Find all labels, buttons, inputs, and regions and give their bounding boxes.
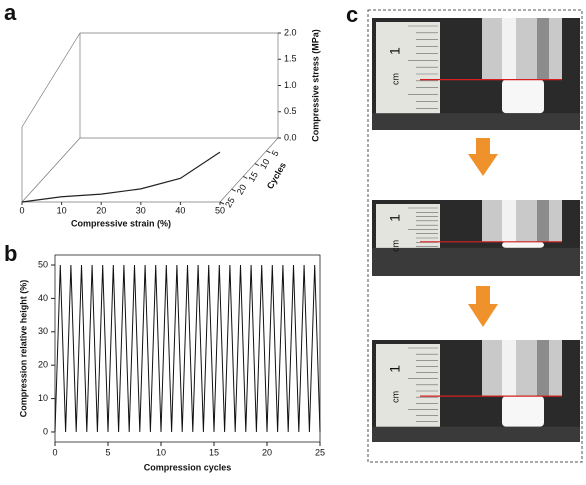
- y-tick-label: 1.5: [284, 54, 297, 64]
- metal-shadow: [537, 200, 549, 242]
- ruler-number: 1: [387, 365, 403, 373]
- x-axis-title: Compression cycles: [144, 462, 232, 472]
- arrow: [468, 138, 498, 176]
- metal-cylinder: [482, 200, 562, 242]
- x-axis-title: Compressive strain (%): [71, 218, 171, 228]
- y-tick-label: 0.5: [284, 106, 297, 116]
- z-tick: [254, 163, 260, 167]
- z-tick: [219, 201, 225, 205]
- x-tick-label: 5: [105, 447, 110, 457]
- sample: [502, 79, 544, 114]
- table: [372, 247, 580, 276]
- plot-frame: [54, 254, 321, 443]
- x-tick-label: 10: [57, 205, 67, 215]
- x-tick-label: 20: [96, 205, 106, 215]
- y-tick-label: 0.0: [284, 132, 297, 142]
- x-tick-label: 0: [19, 205, 24, 215]
- photo: cm 1: [372, 340, 580, 442]
- arrow: [468, 286, 498, 327]
- table: [372, 426, 580, 442]
- x-tick-label: 20: [262, 447, 272, 457]
- y-axis-title: Compression relative height (%): [18, 280, 28, 418]
- z-tick-label: 15: [246, 170, 260, 184]
- panel-label: a: [4, 0, 17, 25]
- height-line: [54, 265, 321, 432]
- sample: [502, 241, 544, 248]
- x-tick-label: 30: [136, 205, 146, 215]
- y-tick-label: 50: [38, 259, 48, 269]
- axis-box: [21, 32, 81, 128]
- y-tick-label: 40: [38, 293, 48, 303]
- ruler-unit: cm: [390, 73, 400, 85]
- y-tick-label: 30: [38, 326, 48, 336]
- y-tick-label: 10: [38, 393, 48, 403]
- ruler-number: 1: [387, 47, 403, 55]
- panel-c-frame: [367, 9, 583, 463]
- x-tick-label: 0: [52, 447, 57, 457]
- z-tick: [242, 175, 248, 179]
- z-tick-label: 10: [258, 157, 272, 171]
- y-tick-label: 1.0: [284, 80, 297, 90]
- photo: cm 1: [372, 18, 580, 130]
- z-tick-label: 25: [223, 196, 237, 210]
- y-tick-label: 20: [38, 360, 48, 370]
- ruler: [376, 344, 440, 436]
- metal-highlight: [502, 340, 516, 397]
- z-tick: [231, 188, 236, 192]
- metal-highlight: [502, 18, 516, 80]
- z-tick: [266, 150, 271, 154]
- photo: cm 1: [372, 200, 580, 276]
- metal-shadow: [537, 18, 549, 80]
- z-tick-label: 5: [270, 149, 281, 158]
- metal-shadow: [537, 340, 549, 397]
- metal-cylinder: [482, 340, 562, 397]
- table: [372, 113, 580, 130]
- y-axis-title: Compressive stress (MPa): [310, 29, 320, 142]
- ruler: [376, 22, 440, 124]
- y-tick-label: 0: [43, 426, 48, 436]
- metal-cylinder: [482, 18, 562, 80]
- y-tick-label: 2.0: [284, 27, 297, 37]
- sample: [502, 396, 544, 427]
- x-tick-label: 10: [156, 447, 166, 457]
- ruler-unit: cm: [390, 240, 400, 252]
- x-tick-label: 25: [315, 447, 325, 457]
- panel-label: c: [346, 2, 358, 27]
- ruler-unit: cm: [390, 391, 400, 403]
- panel-label: b: [4, 241, 17, 266]
- ruler-number: 1: [387, 214, 403, 222]
- stress-strain-curve: [21, 151, 221, 203]
- axis-box: [21, 137, 81, 203]
- x-tick-label: 40: [175, 205, 185, 215]
- z-tick-label: 20: [235, 183, 249, 197]
- x-tick-label: 15: [209, 447, 219, 457]
- axis-box: [219, 137, 279, 203]
- x-tick-label: 50: [215, 205, 225, 215]
- metal-highlight: [502, 200, 516, 242]
